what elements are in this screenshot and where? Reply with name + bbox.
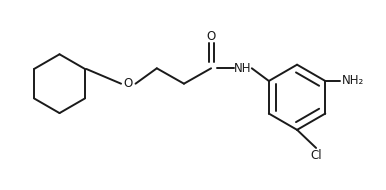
Text: O: O (124, 77, 133, 90)
Text: NH: NH (234, 62, 252, 75)
Text: Cl: Cl (310, 149, 322, 162)
Text: O: O (207, 30, 216, 43)
Text: NH₂: NH₂ (342, 74, 364, 87)
